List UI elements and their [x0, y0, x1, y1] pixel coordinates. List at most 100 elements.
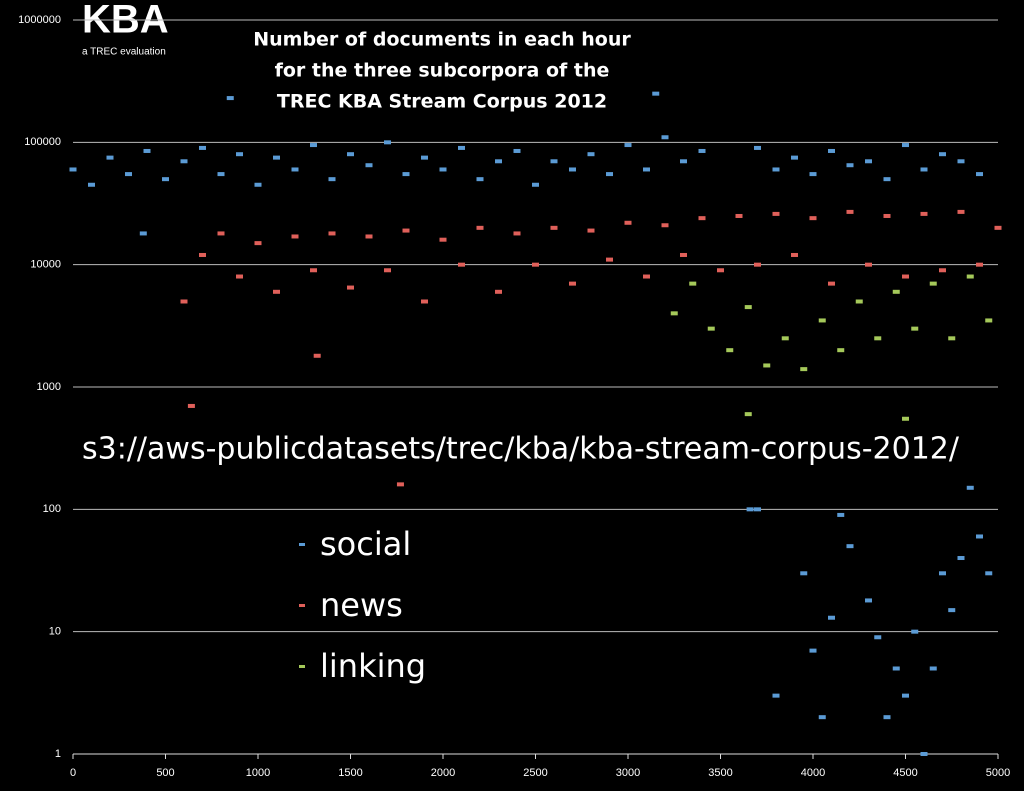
data-point: [818, 318, 826, 323]
data-point: [402, 172, 410, 177]
chart-title: Number of documents in each hour: [253, 29, 631, 51]
data-point: [957, 159, 965, 164]
data-point: [291, 234, 299, 239]
data-point: [966, 274, 974, 279]
data-point: [837, 348, 845, 353]
data-point: [273, 289, 280, 294]
x-tick-label: 5000: [986, 767, 1010, 779]
data-point: [976, 172, 983, 177]
y-tick-label: 10000: [30, 259, 61, 271]
data-point: [726, 348, 734, 353]
data-point: [365, 163, 373, 168]
data-point: [217, 172, 225, 177]
data-point: [892, 666, 900, 671]
annotation: s3://aws-publicdatasets/trec/kba/kba-str…: [82, 432, 960, 467]
data-point: [754, 262, 761, 267]
data-point: [809, 216, 817, 221]
data-point: [106, 155, 114, 160]
data-point: [180, 299, 188, 304]
data-point: [328, 177, 336, 182]
data-point: [846, 163, 854, 168]
x-tick-label: 2500: [523, 767, 547, 779]
data-point: [828, 148, 835, 153]
data-point: [476, 225, 484, 230]
data-point: [125, 172, 132, 177]
data-point: [347, 285, 354, 290]
data-point: [513, 148, 521, 153]
data-point: [957, 209, 965, 214]
data-point: [698, 148, 706, 153]
data-point: [643, 167, 650, 172]
data-point: [846, 209, 854, 214]
chart-title: for the three subcorpora of the: [275, 60, 610, 82]
data-point: [892, 289, 900, 294]
legend-label: news: [320, 586, 403, 624]
data-point: [199, 252, 206, 257]
data-point: [661, 223, 669, 228]
data-point: [680, 252, 687, 257]
x-tick-label: 3500: [708, 767, 732, 779]
data-point: [670, 311, 678, 316]
data-point: [587, 228, 595, 233]
data-point: [162, 177, 169, 182]
data-point: [902, 693, 909, 698]
x-tick-label: 3000: [616, 767, 640, 779]
data-point: [396, 482, 404, 487]
data-point: [569, 167, 576, 172]
x-tick-label: 2000: [431, 767, 455, 779]
data-point: [754, 507, 761, 512]
data-point: [439, 167, 447, 172]
data-point: [532, 182, 539, 187]
data-point: [929, 666, 937, 671]
data-point: [624, 143, 632, 148]
data-point: [800, 571, 808, 576]
data-point: [865, 159, 872, 164]
legend-marker: [299, 543, 305, 546]
y-tick-label: 10: [49, 626, 61, 638]
data-point: [809, 172, 817, 177]
data-point: [661, 135, 669, 140]
data-point: [569, 281, 576, 286]
data-point: [763, 363, 771, 368]
data-point: [606, 257, 613, 262]
data-point: [476, 177, 484, 182]
data-point: [939, 152, 946, 157]
data-point: [458, 262, 465, 267]
data-point: [772, 693, 780, 698]
data-point: [902, 143, 909, 148]
data-point: [532, 262, 539, 267]
data-point: [772, 167, 780, 172]
data-point: [365, 234, 373, 239]
data-point: [948, 336, 956, 341]
data-point: [88, 182, 95, 187]
data-point: [746, 507, 754, 512]
data-point: [384, 268, 391, 273]
data-point: [828, 615, 835, 620]
data-point: [439, 237, 447, 242]
data-point: [236, 274, 243, 279]
data-point: [920, 211, 928, 216]
data-point: [744, 305, 752, 310]
data-point: [689, 281, 697, 286]
data-point: [187, 403, 195, 408]
data-point: [883, 177, 891, 182]
data-point: [855, 299, 863, 304]
data-point: [143, 148, 151, 153]
data-point: [818, 715, 826, 720]
data-point: [920, 167, 928, 172]
data-point: [883, 213, 891, 218]
data-point: [384, 140, 391, 145]
data-point: [837, 512, 845, 517]
x-tick-label: 1500: [338, 767, 362, 779]
data-point: [985, 318, 993, 323]
data-point: [680, 159, 687, 164]
data-point: [606, 172, 613, 177]
data-point: [495, 159, 502, 164]
data-point: [254, 241, 262, 246]
data-point: [911, 629, 919, 634]
logo-subtitle: a TREC evaluation: [82, 47, 166, 58]
data-point: [69, 167, 77, 172]
data-point: [421, 299, 428, 304]
data-point: [911, 326, 919, 331]
data-point: [495, 289, 502, 294]
